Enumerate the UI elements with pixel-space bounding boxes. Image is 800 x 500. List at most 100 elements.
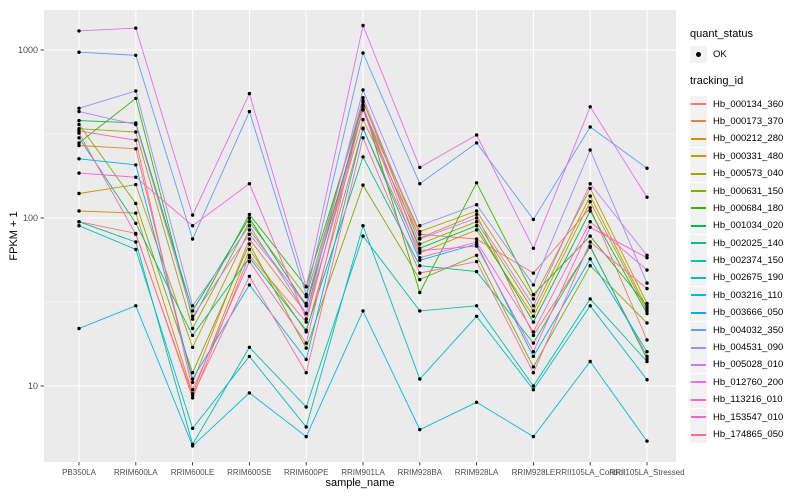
data-point-marker	[588, 234, 592, 238]
data-point-marker	[77, 224, 81, 228]
data-point-marker	[531, 365, 536, 369]
data-point-marker	[304, 341, 308, 345]
data-point-marker	[304, 317, 308, 321]
data-point-marker	[474, 314, 479, 318]
data-point-marker	[190, 388, 195, 392]
legend-item: Hb_002374_150	[690, 252, 798, 270]
data-point-marker	[304, 311, 308, 316]
data-point-marker	[645, 311, 649, 316]
data-point-marker	[247, 228, 252, 232]
legend-item-label: Hb_174865_050	[713, 429, 784, 440]
data-point-marker	[190, 309, 195, 313]
data-point-marker	[77, 50, 81, 54]
legend-item: Hb_000631_150	[690, 182, 798, 200]
legend: quant_status OK tracking_id Hb_000134_36…	[690, 28, 798, 443]
legend-item: Hb_001034_020	[690, 217, 798, 235]
data-point-marker	[645, 357, 649, 361]
x-tick-label: RRIM600PE	[284, 468, 328, 477]
legend-item: Hb_002675_190	[690, 269, 798, 287]
data-point-marker	[531, 309, 536, 313]
data-point-marker	[77, 29, 81, 33]
x-tick-label: PB350LA	[62, 468, 96, 477]
y-tick-label: 100	[23, 213, 38, 223]
line-swatch-icon	[691, 433, 706, 436]
data-point-marker	[304, 425, 308, 429]
data-point-marker	[77, 141, 81, 145]
data-point-marker	[531, 292, 536, 297]
data-point-marker	[134, 232, 138, 236]
data-point-marker	[531, 330, 536, 334]
data-point-marker	[645, 281, 649, 285]
data-point-marker	[645, 286, 649, 291]
data-point-marker	[247, 259, 252, 264]
legend-key	[690, 252, 707, 270]
data-point-marker	[361, 105, 365, 109]
line-swatch-icon	[691, 207, 706, 210]
data-point-marker	[531, 341, 536, 345]
data-point-marker	[418, 258, 422, 262]
data-point-marker	[134, 163, 138, 167]
data-point-marker	[77, 106, 81, 111]
data-point-marker	[77, 326, 81, 331]
data-point-marker	[77, 191, 81, 196]
data-point-marker	[134, 138, 138, 142]
data-point-marker	[588, 200, 592, 204]
data-point-marker	[247, 354, 252, 359]
data-point-marker	[190, 326, 195, 331]
x-axis-title: sample_name	[325, 477, 395, 489]
data-point-marker	[474, 253, 479, 257]
x-tick-label: RRIM928BA	[398, 468, 443, 477]
data-point-marker	[645, 306, 649, 310]
data-point-marker	[474, 259, 479, 264]
legend-item-label: Hb_000631_150	[713, 185, 784, 197]
data-point-marker	[588, 225, 592, 229]
legend-key	[690, 234, 707, 252]
line-swatch-icon	[691, 224, 706, 227]
legend-key	[690, 373, 707, 391]
data-point-marker	[588, 182, 592, 186]
data-point-marker	[247, 216, 252, 220]
data-point-marker	[134, 130, 138, 134]
data-point-marker	[588, 125, 592, 129]
data-point-marker	[304, 328, 308, 332]
data-point-marker	[77, 220, 81, 224]
legend-title-quant-status: quant_status	[690, 28, 753, 40]
data-point-marker	[77, 157, 81, 161]
data-point-marker	[247, 237, 252, 241]
legend-key	[690, 286, 707, 304]
data-point-marker	[190, 396, 195, 400]
data-point-marker	[531, 333, 536, 338]
legend-item-label: Hb_000173_370	[713, 115, 784, 127]
legend-key	[690, 130, 707, 148]
data-point-marker	[304, 371, 308, 375]
data-point-marker	[645, 268, 649, 272]
data-point-marker	[474, 181, 479, 185]
data-point-marker	[531, 246, 536, 250]
data-point-marker	[588, 194, 592, 198]
line-swatch-icon	[691, 103, 706, 106]
data-point-marker	[304, 405, 308, 409]
legend-item: Hb_004032_350	[690, 321, 798, 339]
legend-item-label: Hb_003666_050	[713, 307, 784, 319]
legend-item: Hb_000684_180	[690, 199, 798, 217]
data-point-marker	[247, 391, 252, 395]
line-swatch-icon	[691, 416, 706, 419]
data-point-marker	[474, 244, 479, 248]
data-point-marker	[474, 237, 479, 241]
data-point-marker	[588, 257, 592, 261]
data-point-marker	[361, 126, 365, 130]
data-point-marker	[588, 206, 592, 210]
data-point-marker	[247, 345, 252, 349]
data-point-marker	[247, 256, 252, 260]
data-point-marker	[361, 183, 365, 187]
data-point-marker	[418, 242, 422, 246]
legend-item-label: Hb_000134_360	[713, 98, 784, 110]
data-point-marker	[361, 224, 365, 228]
data-point-marker	[361, 309, 365, 313]
data-point-marker	[531, 314, 536, 318]
data-point-marker	[531, 354, 536, 359]
legend-item-label: Hb_012760_200	[713, 376, 784, 388]
line-swatch-icon	[691, 329, 706, 332]
data-point-marker	[588, 240, 592, 244]
